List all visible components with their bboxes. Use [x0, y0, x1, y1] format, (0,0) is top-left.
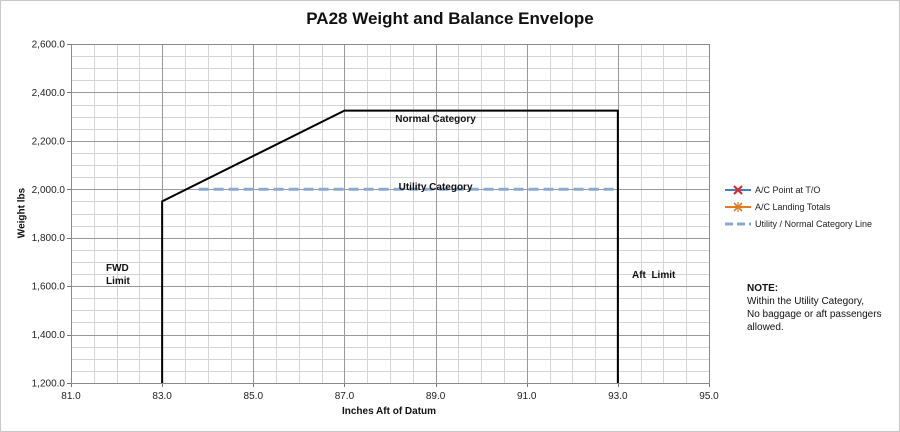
legend: A/C Point at T/O A/C Landing Totals Util…	[724, 184, 872, 235]
x-tick-label: 91.0	[517, 391, 537, 402]
x-tick-label: 81.0	[61, 391, 81, 402]
y-tick-label: 2,600.0	[32, 40, 66, 51]
series-layer	[161, 109, 619, 383]
x-tick-label: 85.0	[244, 391, 264, 402]
y-tick-label: 2,200.0	[32, 136, 66, 147]
y-tick-label: 1,600.0	[32, 282, 66, 293]
note-line-2: No baggage or aft passengers	[747, 309, 882, 320]
axes	[67, 44, 710, 387]
legend-label-category-line: Utility / Normal Category Line	[755, 219, 873, 229]
x-axis-label: Inches Aft of Datum	[341, 406, 437, 417]
fwd-limit-line1: FWD	[106, 263, 129, 274]
chart-title: PA28 Weight and Balance Envelope	[306, 9, 594, 28]
legend-swatch-landing	[725, 202, 751, 212]
note-box: NOTE: Within the Utility Category, No ba…	[747, 282, 897, 334]
utility-category-label: Utility Category	[398, 182, 473, 194]
y-tick-label: 2,000.0	[32, 185, 66, 196]
fwd-limit-label: FWD Limit	[106, 262, 130, 288]
y-tick-label: 1,400.0	[32, 330, 66, 341]
legend-swatch-category-line	[725, 222, 751, 226]
tick-labels: 81.0 83.0 85.0 87.0 89.0 91.0 93.0 95.0 1,200.0 1…	[32, 40, 720, 403]
minor-gridlines	[71, 44, 710, 384]
note-line-3: allowed.	[747, 322, 784, 333]
envelope-line	[161, 109, 619, 383]
legend-item-category-line: Utility / Normal Category Line	[724, 218, 872, 230]
y-tick-label: 1,800.0	[32, 233, 66, 244]
legend-item-landing: A/C Landing Totals	[724, 201, 872, 213]
x-tick-label: 83.0	[152, 391, 172, 402]
legend-item-takeoff: A/C Point at T/O	[724, 184, 872, 196]
fwd-limit-line2: Limit	[106, 276, 130, 287]
y-tick-label: 1,200.0	[32, 379, 66, 390]
x-tick-label: 87.0	[335, 391, 355, 402]
normal-category-label: Normal Category	[395, 113, 476, 125]
legend-label-takeoff: A/C Point at T/O	[755, 185, 821, 195]
x-tick-label: 95.0	[699, 391, 719, 402]
plot-border	[71, 44, 710, 384]
note-title: NOTE:	[747, 283, 779, 294]
y-tick-label: 2,400.0	[32, 88, 66, 99]
legend-label-landing: A/C Landing Totals	[755, 202, 831, 212]
aft-limit-label: Aft Limit	[632, 270, 676, 281]
x-tick-label: 89.0	[426, 391, 446, 402]
note-line-1: Within the Utility Category,	[747, 296, 865, 307]
x-tick-label: 93.0	[608, 391, 628, 402]
legend-swatch-takeoff	[725, 185, 751, 195]
